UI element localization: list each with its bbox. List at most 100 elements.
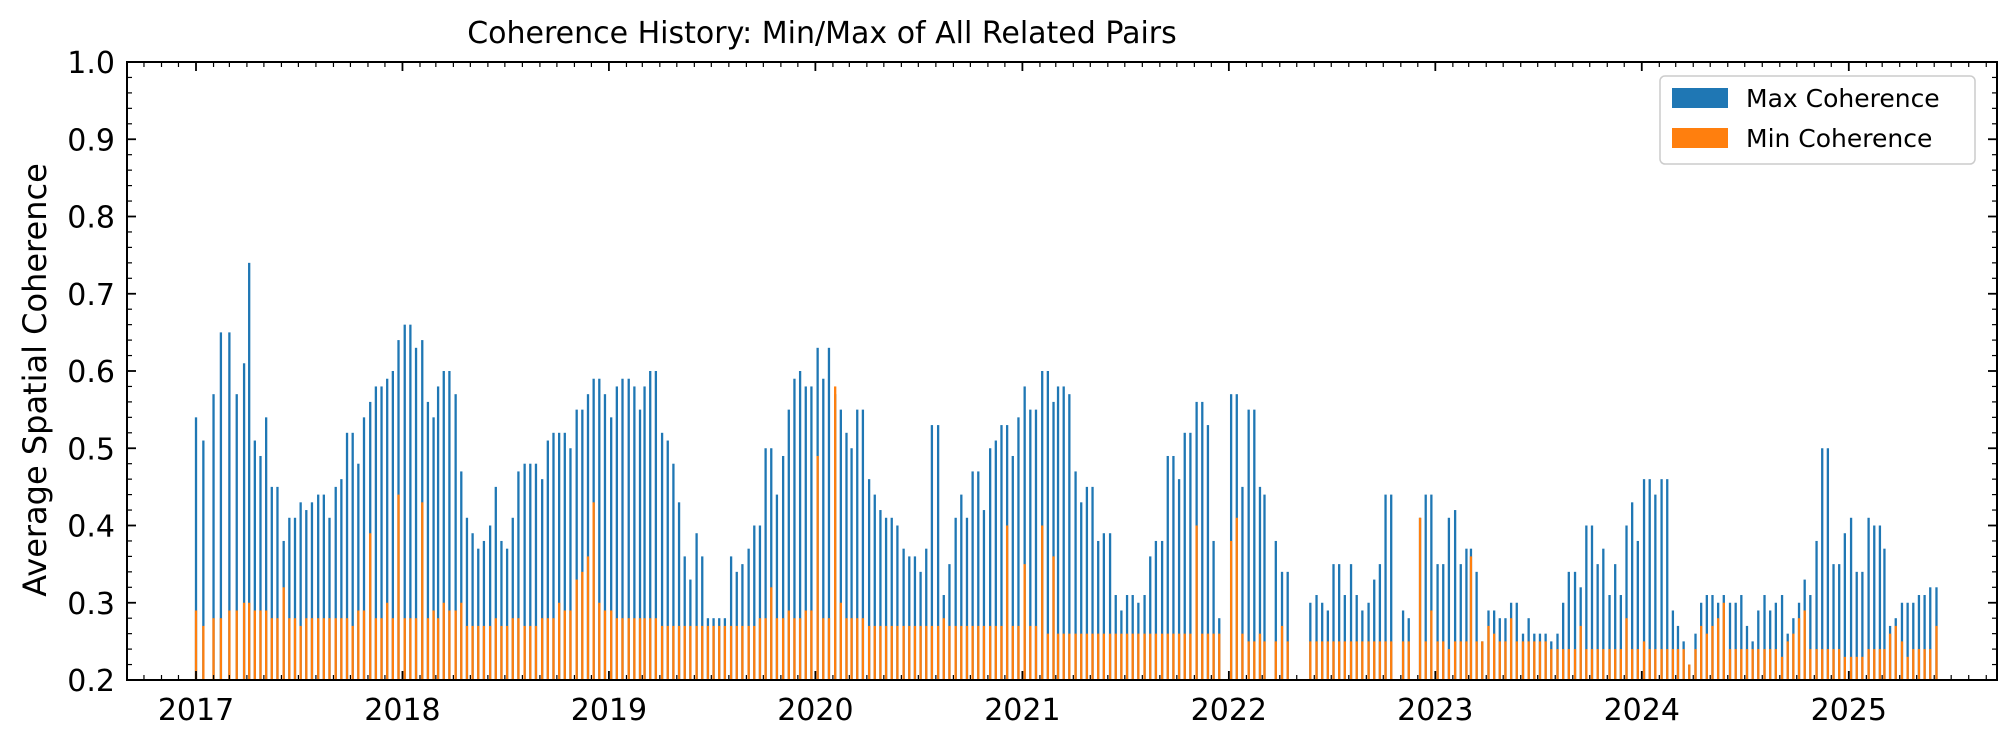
- min-coherence-bar: [689, 625, 692, 680]
- min-coherence-bar: [357, 610, 360, 680]
- max-coherence-bar: [850, 448, 853, 680]
- min-coherence-bar: [712, 625, 715, 680]
- max-coherence-bar: [1000, 425, 1003, 680]
- min-coherence-bar: [1343, 641, 1346, 681]
- max-coherence-bar: [677, 502, 681, 680]
- max-coherence-bar: [276, 486, 279, 681]
- min-coherence-bar: [936, 625, 940, 680]
- min-coherence-bar: [1917, 649, 1921, 680]
- legend-label-max: Max Coherence: [1746, 84, 1940, 113]
- max-coherence-bar: [845, 432, 848, 680]
- x-tick-label: 2025: [1811, 693, 1887, 728]
- min-coherence-bar: [1241, 633, 1244, 680]
- min-coherence-bar: [989, 625, 992, 680]
- min-coherence-bar: [1166, 633, 1169, 680]
- max-coherence-bar: [351, 432, 354, 680]
- max-coherence-bar: [804, 386, 807, 680]
- max-coherence-bar: [856, 409, 859, 681]
- min-coherence-bar: [1465, 641, 1468, 681]
- min-coherence-bar: [1120, 633, 1123, 680]
- min-coherence-bar: [1074, 633, 1077, 680]
- min-coherence-bar: [202, 625, 205, 680]
- legend-swatch-max: [1672, 88, 1728, 108]
- max-coherence-bar: [879, 510, 882, 680]
- max-coherence-bar: [1660, 479, 1663, 680]
- max-coherence-bar: [1832, 564, 1835, 681]
- max-coherence-bar: [1900, 602, 1904, 680]
- min-coherence-bar: [1900, 641, 1904, 681]
- min-coherence-bar: [798, 618, 802, 680]
- min-coherence-bar: [621, 618, 624, 680]
- min-coherence-bar: [534, 625, 538, 680]
- min-coherence-bar: [1614, 649, 1617, 680]
- max-coherence-bar: [787, 409, 790, 681]
- min-coherence-bar: [529, 625, 532, 680]
- min-coherence-bar: [723, 625, 727, 680]
- min-coherence-bar: [340, 618, 343, 680]
- min-coherence-bar: [1774, 649, 1777, 680]
- max-coherence-bar: [436, 386, 440, 680]
- max-coherence-bar: [621, 378, 624, 680]
- min-coherence-bar: [1855, 656, 1858, 680]
- max-coherence-bar: [563, 432, 566, 680]
- max-coherence-bar: [1923, 595, 1926, 680]
- max-coherence-bar: [1355, 595, 1358, 680]
- min-coherence-bar: [1515, 641, 1518, 681]
- min-coherence-bar: [1085, 633, 1089, 680]
- max-coherence-bar: [465, 517, 469, 680]
- max-coherence-bar: [633, 386, 636, 680]
- max-coherence-bar: [960, 494, 963, 680]
- min-coherence-bar: [1459, 641, 1462, 681]
- max-coherence-bar: [1091, 486, 1094, 681]
- min-coherence-bar: [638, 618, 642, 680]
- min-coherence-bar: [1487, 625, 1490, 680]
- min-coherence-bar: [1527, 641, 1530, 681]
- min-coherence-bar: [592, 502, 595, 680]
- max-coherence-bar: [1154, 540, 1158, 680]
- min-coherence-bar: [741, 625, 744, 680]
- max-coherence-bar: [1567, 571, 1570, 680]
- max-coherence-bar: [930, 425, 934, 680]
- max-coherence-bar: [357, 463, 360, 680]
- max-coherence-bar: [729, 556, 733, 680]
- min-coherence-bar: [1407, 641, 1410, 681]
- min-coherence-bar: [1378, 641, 1382, 681]
- max-coherence-bar: [989, 448, 992, 680]
- y-tick-label: 0.5: [67, 432, 115, 467]
- y-tick-label: 0.3: [67, 587, 115, 622]
- min-coherence-bar: [627, 618, 630, 680]
- min-coherence-bar: [488, 625, 492, 680]
- min-coherence-bar: [1475, 641, 1478, 681]
- min-coherence-bar: [500, 625, 503, 680]
- min-coherence-bar: [1390, 641, 1393, 681]
- max-coherence-bar: [374, 386, 378, 680]
- max-coherence-bar: [1453, 510, 1457, 680]
- max-coherence-bar: [1631, 502, 1634, 680]
- min-coherence-bar: [1556, 649, 1559, 680]
- min-coherence-bar: [1745, 649, 1749, 680]
- min-coherence-bar: [1740, 649, 1743, 680]
- min-coherence-bar: [1676, 649, 1680, 680]
- min-coherence-bar: [426, 618, 430, 680]
- max-coherence-bar: [1349, 564, 1353, 681]
- max-coherence-bar: [310, 502, 314, 680]
- max-coherence-bar: [558, 432, 561, 680]
- max-coherence-bar: [758, 525, 762, 680]
- min-coherence-bar: [1177, 633, 1181, 680]
- max-coherence-bar: [1343, 595, 1346, 680]
- min-coherence-bar: [683, 625, 686, 680]
- min-coherence-bar: [908, 625, 911, 680]
- min-coherence-bar: [1235, 517, 1238, 680]
- max-coherence-bar: [380, 386, 383, 680]
- min-coherence-bar: [816, 455, 819, 680]
- min-coherence-bar: [960, 625, 963, 680]
- min-coherence-bar: [1418, 517, 1422, 680]
- min-coherence-bar: [1562, 649, 1565, 680]
- max-coherence-bar: [529, 463, 532, 680]
- min-coherence-bar: [1538, 641, 1542, 681]
- min-coherence-bar: [1493, 633, 1496, 680]
- max-coherence-bar: [1878, 525, 1882, 680]
- max-coherence-bar: [793, 378, 796, 680]
- max-coherence-bar: [552, 432, 555, 680]
- min-coherence-bar: [563, 610, 566, 680]
